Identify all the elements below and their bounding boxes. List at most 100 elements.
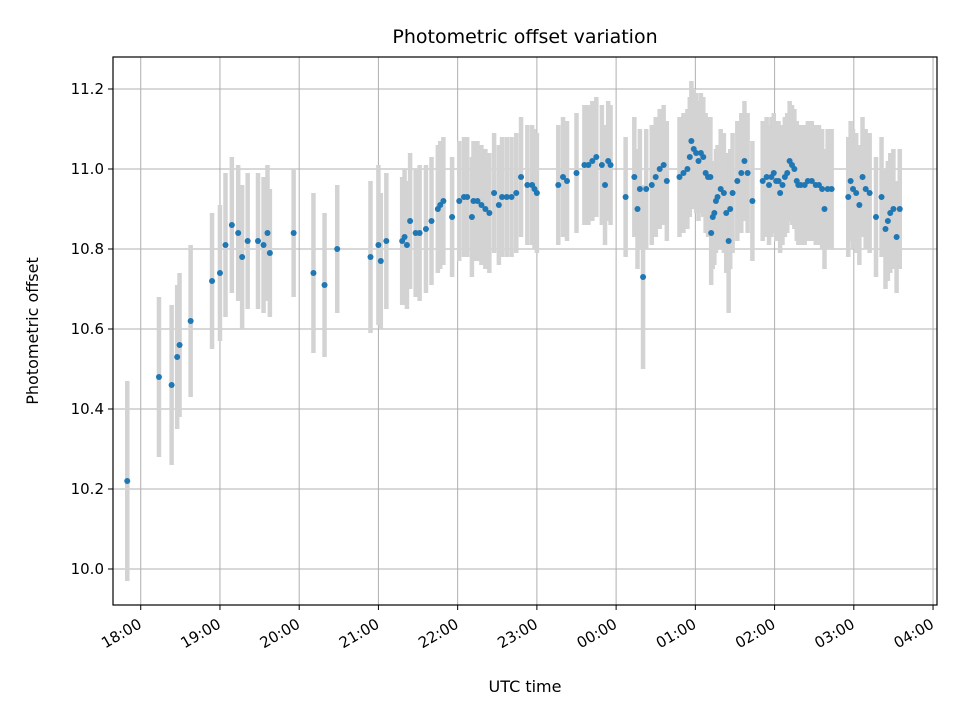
data-point	[845, 194, 852, 200]
data-point	[266, 250, 273, 256]
data-points	[124, 138, 903, 484]
data-point	[815, 182, 822, 188]
x-tick-label: 22:00	[415, 615, 461, 652]
data-point	[495, 202, 502, 208]
data-point	[482, 206, 489, 212]
data-point	[821, 206, 828, 212]
data-point	[474, 198, 481, 204]
data-point	[428, 218, 435, 224]
data-point	[290, 230, 297, 236]
data-point	[688, 138, 695, 144]
data-point	[508, 194, 515, 200]
data-point	[174, 354, 181, 360]
x-tick-label: 01:00	[653, 615, 699, 652]
x-tick-label: 18:00	[98, 615, 144, 652]
data-point	[828, 186, 835, 192]
y-tick-label: 10.4	[71, 400, 104, 418]
data-point	[264, 230, 271, 236]
data-point	[734, 178, 741, 184]
data-point	[631, 174, 638, 180]
data-point	[695, 158, 702, 164]
data-point	[808, 178, 815, 184]
x-tick-label: 02:00	[732, 615, 778, 652]
data-point	[222, 242, 229, 248]
data-point	[648, 182, 655, 188]
data-point	[383, 238, 390, 244]
data-point	[593, 154, 600, 160]
data-point	[801, 182, 808, 188]
x-tick-label: 23:00	[494, 615, 540, 652]
data-point	[720, 190, 727, 196]
data-point	[589, 158, 596, 164]
y-tick-label: 11.0	[71, 160, 104, 178]
data-point	[367, 254, 374, 260]
data-point	[622, 194, 629, 200]
data-point	[640, 274, 647, 280]
data-point	[468, 214, 475, 220]
data-point	[759, 178, 766, 184]
x-tick-label: 04:00	[891, 615, 937, 652]
data-point	[239, 254, 246, 260]
data-point	[440, 198, 447, 204]
data-point	[862, 186, 869, 192]
data-point	[260, 242, 267, 248]
data-point	[209, 278, 216, 284]
data-point	[723, 210, 730, 216]
data-point	[866, 190, 873, 196]
data-point	[585, 162, 592, 168]
data-point	[513, 190, 520, 196]
plot-frame	[112, 56, 938, 606]
data-point	[334, 246, 341, 252]
data-point	[784, 170, 791, 176]
y-tick-label: 10.6	[71, 320, 104, 338]
data-point	[744, 170, 751, 176]
data-point	[401, 234, 408, 240]
data-point	[777, 190, 784, 196]
data-point	[607, 162, 614, 168]
x-axis-label: UTC time	[489, 677, 562, 696]
data-point	[321, 282, 328, 288]
data-point	[478, 202, 485, 208]
data-point	[499, 194, 506, 200]
data-point	[660, 162, 667, 168]
data-point	[464, 194, 471, 200]
data-point	[228, 222, 235, 228]
data-point	[763, 174, 770, 180]
data-point	[416, 230, 423, 236]
data-point	[711, 210, 718, 216]
data-point	[717, 186, 724, 192]
data-point	[684, 166, 691, 172]
data-point	[422, 226, 429, 232]
data-point	[155, 374, 162, 380]
data-point	[741, 158, 748, 164]
data-point	[663, 178, 670, 184]
data-point	[727, 206, 734, 212]
data-point	[700, 154, 707, 160]
data-point	[187, 318, 194, 324]
data-point	[779, 182, 786, 188]
data-point	[896, 206, 903, 212]
data-point	[176, 342, 183, 348]
data-point	[634, 206, 641, 212]
data-point	[856, 202, 863, 208]
data-point	[244, 238, 251, 244]
data-point	[254, 238, 261, 244]
data-point	[749, 198, 756, 204]
data-point	[714, 194, 721, 200]
data-point	[850, 186, 857, 192]
data-point	[738, 170, 745, 176]
data-point	[775, 178, 782, 184]
data-point	[887, 210, 894, 216]
data-point	[766, 182, 773, 188]
data-point	[686, 154, 693, 160]
data-point	[859, 174, 866, 180]
data-point	[893, 234, 900, 240]
data-point	[310, 270, 317, 276]
data-point	[377, 258, 384, 264]
y-tick-label: 10.2	[71, 480, 104, 498]
data-point	[375, 242, 382, 248]
y-axis-label: Photometric offset	[23, 257, 42, 405]
data-point	[456, 198, 463, 204]
x-tick-label: 21:00	[336, 615, 382, 652]
